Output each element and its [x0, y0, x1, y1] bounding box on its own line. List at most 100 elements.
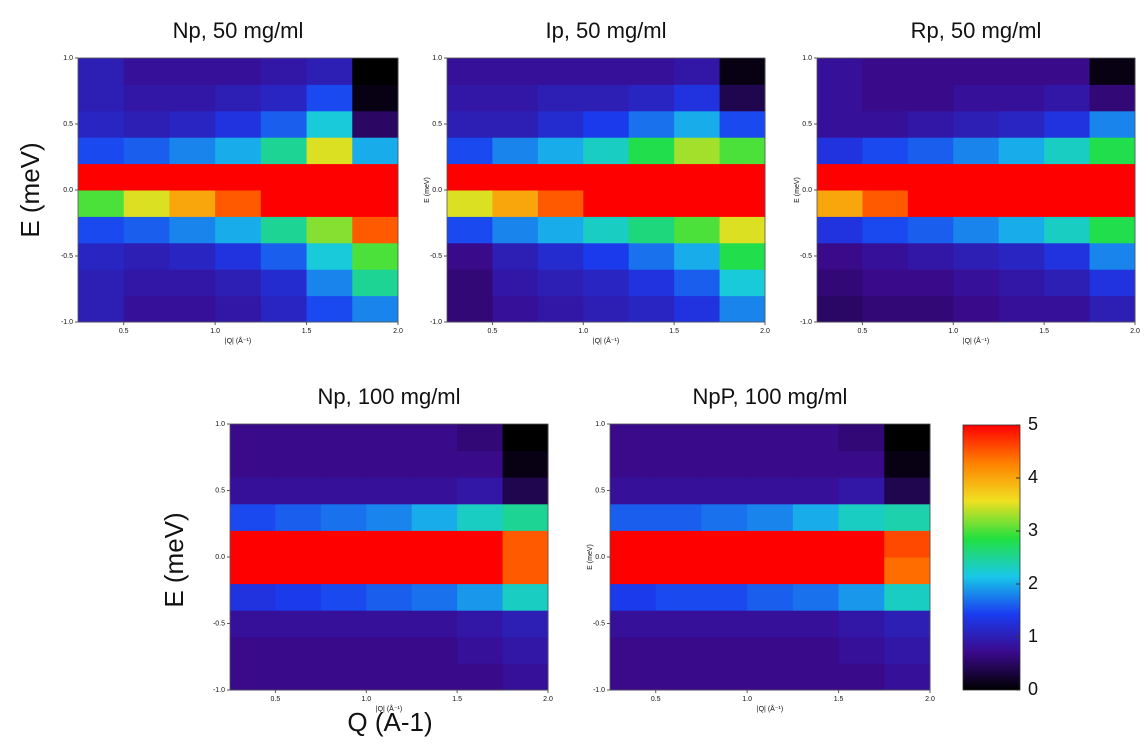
colorbar-tick-label: 1 — [1028, 626, 1038, 646]
heat-cell — [655, 503, 702, 531]
y-tick-label: -1.0 — [213, 687, 225, 694]
heat-cell — [411, 636, 458, 664]
heat-cell — [674, 84, 721, 112]
y-tick-label: -1.0 — [800, 319, 812, 326]
heat-cell — [260, 137, 308, 165]
heat-cell — [411, 424, 458, 452]
heat-cell — [275, 663, 322, 691]
heat-cell — [169, 216, 216, 244]
heat-cell — [674, 58, 721, 85]
heat-cell — [747, 530, 794, 558]
heat-cell — [838, 477, 885, 505]
heat-cell — [411, 530, 458, 558]
heat-cell — [275, 583, 322, 611]
heat-cell — [610, 503, 657, 531]
heat-cell — [502, 583, 549, 611]
heat-cell — [320, 450, 367, 478]
heat-cell — [306, 163, 353, 191]
x-axis-label: |Q| (Å⁻¹) — [376, 704, 402, 713]
heat-cell — [628, 110, 675, 138]
heat-cell — [1089, 295, 1136, 323]
heat-cell — [862, 137, 909, 165]
colorbar-tick-label: 0 — [1028, 679, 1038, 699]
heat-cell — [366, 450, 413, 478]
heat-cell — [792, 663, 840, 691]
x-axis-label: |Q| (Å⁻¹) — [757, 704, 783, 713]
heat-cell — [838, 424, 885, 452]
heat-cell — [275, 477, 322, 505]
heat-cell — [366, 663, 413, 691]
heat-cell — [817, 110, 863, 138]
heat-cell — [78, 190, 125, 217]
heat-cell — [169, 58, 216, 85]
heat-cell — [953, 110, 1000, 138]
heat-cell — [747, 477, 794, 505]
heat-cell — [907, 84, 954, 112]
y-tick-label: -0.5 — [213, 620, 225, 627]
heat-cell — [884, 583, 931, 611]
heat-cell — [838, 503, 885, 531]
heat-cell — [953, 163, 1000, 191]
heat-cell — [792, 583, 840, 611]
heat-cell — [78, 269, 125, 297]
y-label: E (meV) — [159, 512, 189, 607]
heat-cell — [719, 137, 766, 165]
heat-cell — [537, 58, 584, 85]
heat-cell — [366, 530, 413, 558]
heat-cell — [123, 242, 170, 270]
heat-cell — [215, 190, 262, 217]
heat-cell — [1089, 269, 1136, 297]
heat-cell — [366, 557, 413, 585]
heat-cell — [275, 610, 322, 638]
x-tick-label: 1.5 — [1039, 328, 1049, 335]
heat-cell — [411, 610, 458, 638]
y-tick-label: 0.5 — [63, 121, 73, 128]
heat-cell — [1044, 295, 1091, 323]
y-axis-label: E (meV) — [424, 177, 431, 203]
heat-cell — [230, 477, 276, 505]
heat-cell — [230, 424, 276, 452]
heat-cell — [583, 295, 630, 323]
heat-cell — [701, 450, 748, 478]
heat-cell — [583, 190, 630, 217]
heat-cell — [537, 84, 584, 112]
heat-cell — [537, 242, 584, 270]
heat-cell — [492, 269, 539, 297]
heat-cell — [230, 610, 276, 638]
heat-cell — [411, 663, 458, 691]
heat-cell — [610, 557, 657, 585]
heat-cell — [907, 269, 954, 297]
y-tick-label: 1.0 — [802, 55, 812, 62]
heat-cell — [862, 242, 909, 270]
heat-cell — [792, 503, 840, 531]
heat-cell — [583, 242, 630, 270]
heat-cell — [998, 84, 1045, 112]
heat-cell — [610, 424, 657, 452]
y-tick-label: 0.0 — [802, 187, 812, 194]
y-tick-label: 0.5 — [802, 121, 812, 128]
heat-cell — [320, 477, 367, 505]
heat-cell — [123, 84, 170, 112]
heat-cell — [862, 110, 909, 138]
x-tick-label: 0.5 — [488, 328, 498, 335]
panel-title: Np, 100 mg/ml — [317, 384, 460, 409]
heat-cell — [998, 242, 1045, 270]
heat-cell — [610, 636, 657, 664]
heat-cell — [306, 242, 353, 270]
heat-cell — [747, 424, 794, 452]
heat-cell — [1089, 137, 1136, 165]
heat-cell — [447, 190, 493, 217]
heat-cell — [537, 295, 584, 323]
heat-cell — [1044, 137, 1091, 165]
heat-cell — [275, 530, 322, 558]
heat-cell — [817, 163, 863, 191]
heat-cell — [260, 216, 308, 244]
heat-cell — [169, 110, 216, 138]
heat-cell — [275, 503, 322, 531]
heat-cell — [215, 163, 262, 191]
heat-cell — [320, 557, 367, 585]
heat-cell — [583, 137, 630, 165]
heat-cell — [953, 190, 1000, 217]
heat-cell — [123, 269, 170, 297]
heat-cell — [610, 583, 657, 611]
